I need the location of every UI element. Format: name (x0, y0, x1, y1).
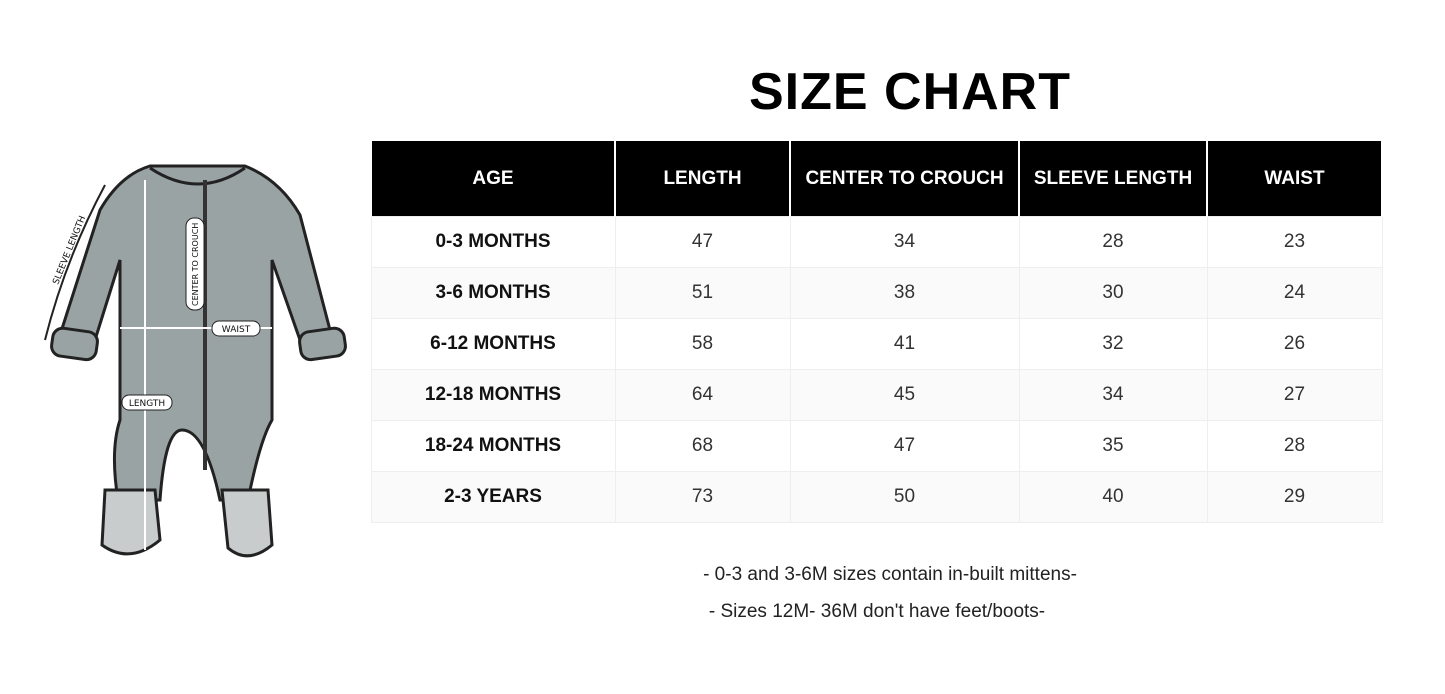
age-cell: 2-3 YEARS (370, 471, 616, 523)
value-cell: 38 (789, 267, 1020, 319)
value-cell: 47 (789, 420, 1020, 472)
foot (100, 488, 162, 556)
foot (220, 488, 274, 558)
label-pill (185, 217, 205, 311)
value-cell: 35 (1018, 420, 1208, 472)
age-cell: 6-12 MONTHS (370, 318, 616, 370)
age-cell: 12-18 MONTHS (370, 369, 616, 421)
value-cell: 58 (614, 318, 791, 370)
column-header: SLEEVE LENGTH (1018, 141, 1208, 217)
age-cell: 0-3 MONTHS (370, 216, 616, 268)
value-cell: 34 (789, 216, 1020, 268)
header-row: AGE LENGTH CENTER TO CROUCH SLEEVE LENGTH WA… (370, 141, 1383, 217)
table-row: 12-18 MONTHS 64 45 34 27 (370, 369, 1383, 421)
label-pill (211, 320, 261, 337)
age-cell: 3-6 MONTHS (370, 267, 616, 319)
table-row: 18-24 MONTHS 68 47 35 28 (370, 420, 1383, 472)
value-cell: 29 (1206, 471, 1383, 523)
value-cell: 28 (1206, 420, 1383, 472)
value-cell: 27 (1206, 369, 1383, 421)
note: - 0-3 and 3-6M sizes contain in-built mi… (703, 564, 1077, 585)
waist-label: WAIST (222, 325, 251, 335)
title: SIZE CHART (749, 63, 1071, 121)
value-cell: 34 (1018, 369, 1208, 421)
column-header: CENTER TO CROUCH (789, 141, 1020, 217)
cuff (50, 326, 99, 362)
value-cell: 68 (614, 420, 791, 472)
value-cell: 23 (1206, 216, 1383, 268)
onesie-illustration: SLEEVE LENGTH CENTER TO CROUCH WAIST LEN… (44, 164, 347, 558)
note: - Sizes 12M- 36M don't have feet/boots- (708, 601, 1046, 622)
value-cell: 24 (1206, 267, 1383, 319)
table-row: 3-6 MONTHS 51 38 30 24 (370, 267, 1383, 319)
column-header: LENGTH (614, 141, 791, 217)
value-cell: 41 (789, 318, 1020, 370)
size-table: AGE LENGTH CENTER TO CROUCH SLEEVE LENGTH WA… (370, 141, 1383, 523)
center-label: CENTER TO CROUCH (191, 223, 200, 306)
column-header: WAIST (1206, 141, 1383, 217)
body (58, 164, 332, 502)
table-row: 0-3 MONTHS 47 34 28 23 (370, 216, 1383, 268)
value-cell: 30 (1018, 267, 1208, 319)
column-header: AGE (370, 141, 616, 217)
value-cell: 64 (614, 369, 791, 421)
value-cell: 40 (1018, 471, 1208, 523)
value-cell: 73 (614, 471, 791, 523)
length-label: LENGTH (129, 399, 165, 409)
value-cell: 45 (789, 369, 1020, 421)
value-cell: 32 (1018, 318, 1208, 370)
collar (149, 166, 246, 186)
table-body: 0-3 MONTHS 47 34 28 23 3-6 MONTHS 51 38 30 24 6-12… (370, 216, 1383, 523)
value-cell: 50 (789, 471, 1020, 523)
cuff (298, 326, 347, 362)
value-cell: 51 (614, 267, 791, 319)
value-cell: 26 (1206, 318, 1383, 370)
table-row: 6-12 MONTHS 58 41 32 26 (370, 318, 1383, 370)
value-cell: 28 (1018, 216, 1208, 268)
value-cell: 47 (614, 216, 791, 268)
age-cell: 18-24 MONTHS (370, 420, 616, 472)
label-pill (121, 394, 173, 411)
table-row: 2-3 YEARS 73 50 40 29 (370, 471, 1383, 523)
